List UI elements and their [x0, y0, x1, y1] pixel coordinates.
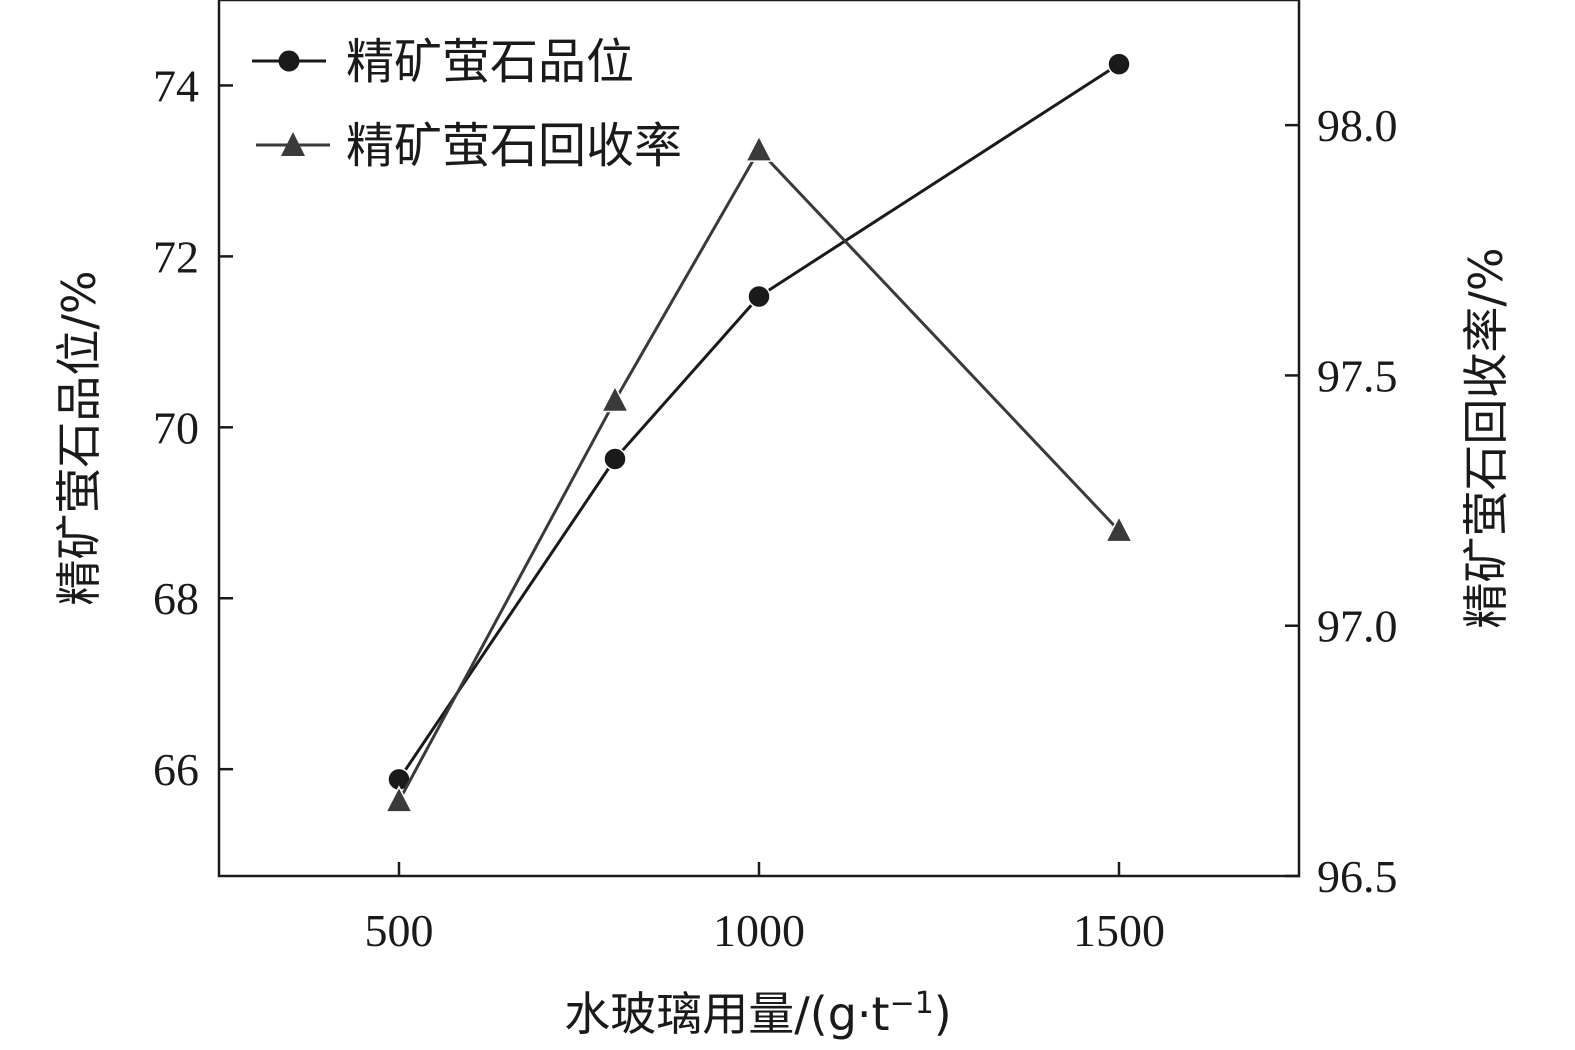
x-tick-label: 1000 [713, 905, 805, 956]
left-y-tick-label: 66 [153, 744, 199, 795]
legend-label-recovery: 精矿萤石回收率 [346, 118, 682, 174]
right-y-tick-label: 97.0 [1317, 601, 1398, 652]
recovery-point [384, 785, 414, 813]
grade-point [603, 447, 627, 471]
series-line-1 [397, 147, 1121, 802]
legend-marker-recovery [281, 132, 305, 156]
legend-label-grade: 精矿萤石品位 [346, 34, 634, 90]
right-y-tick-label: 97.5 [1317, 350, 1398, 401]
right-y-axis-title: 精矿萤石回收率/% [1459, 247, 1513, 628]
left-y-axis-title: 精矿萤石品位/% [52, 270, 106, 605]
left-y-tick-label: 68 [153, 573, 199, 624]
x-axis: 500 1000 1500 [365, 862, 1165, 956]
x-tick-label: 500 [365, 905, 434, 956]
left-y-tick-label: 72 [153, 231, 199, 282]
left-y-tick-label: 70 [153, 402, 199, 453]
x-axis-title-main: 水玻璃用量/(g·t [564, 987, 889, 1041]
left-y-axis: 66 68 70 72 74 [153, 60, 233, 795]
grade-point [747, 284, 771, 309]
recovery-point [1104, 514, 1134, 543]
recovery-point [744, 134, 774, 162]
left-y-tick-label: 74 [153, 60, 199, 111]
right-y-tick-label: 98.0 [1317, 100, 1398, 151]
recovery-point [600, 384, 630, 413]
x-axis-title-tail: ) [934, 987, 952, 1041]
series-layer [384, 52, 1134, 813]
series-line-0 [397, 62, 1120, 781]
right-y-tick-label: 96.5 [1317, 851, 1398, 902]
x-axis-title-superscript: −1 [890, 986, 934, 1021]
right-y-axis: 96.5 97.0 97.5 98.0 [1285, 100, 1398, 902]
grade-point [1107, 52, 1131, 76]
x-axis-title: 水玻璃用量/(g·t−1) [564, 986, 952, 1041]
legend-marker-grade [278, 50, 300, 72]
x-tick-label: 1500 [1073, 905, 1165, 956]
legend: 精矿萤石品位 精矿萤石回收率 [252, 34, 682, 174]
